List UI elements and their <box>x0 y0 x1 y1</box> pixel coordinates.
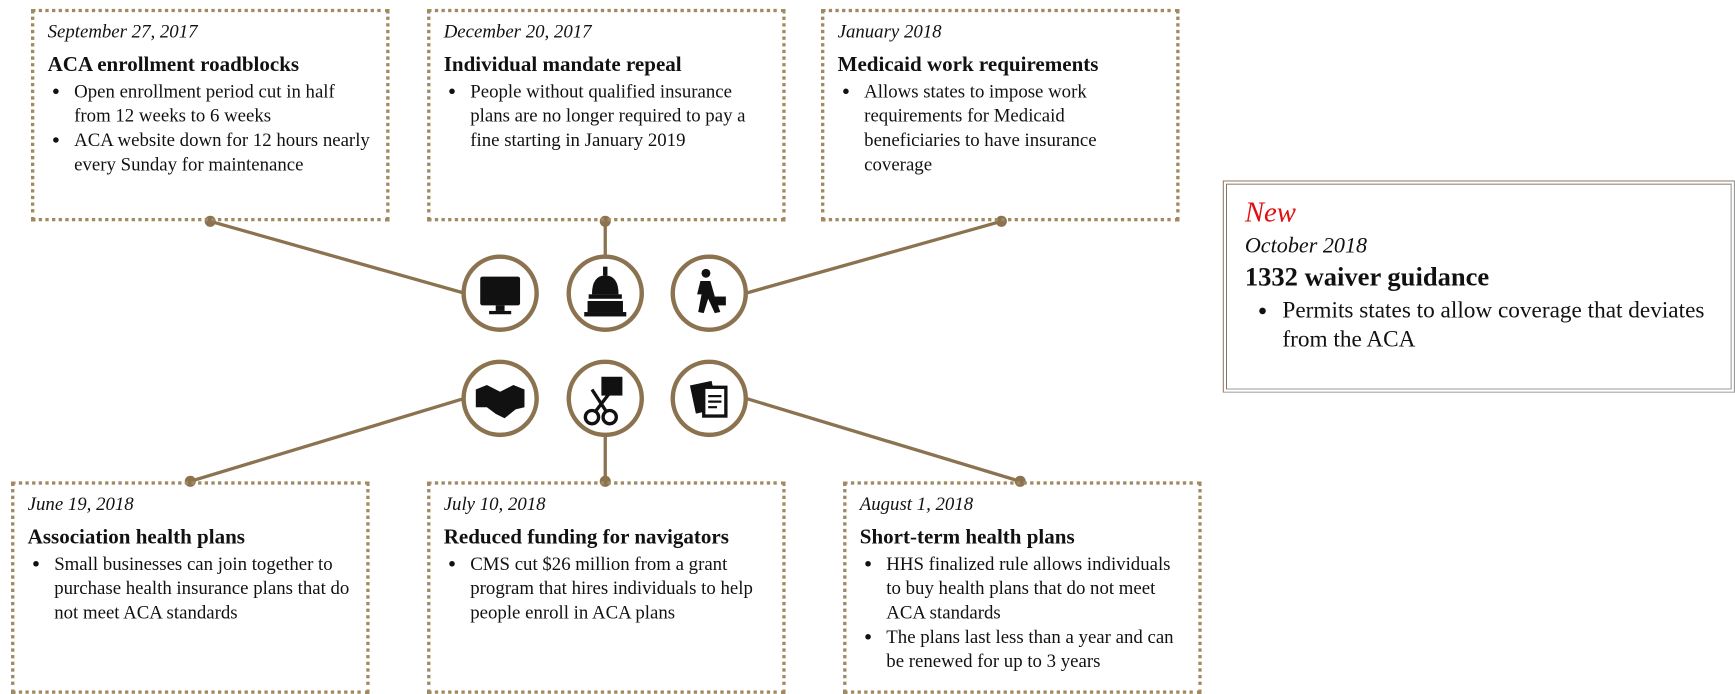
bullet: The plans last less than a year and can … <box>884 625 1185 674</box>
bullet: People without qualified insurance plans… <box>468 80 769 153</box>
handshake-icon <box>475 385 525 419</box>
event-box: August 1, 2018 Short-term health plans HHS… <box>843 481 1202 694</box>
bullet: ACA website down for 12 hours nearly eve… <box>72 128 373 177</box>
event-date: June 19, 2018 <box>27 493 134 515</box>
event-date: December 20, 2017 <box>443 21 592 43</box>
monitor-icon <box>480 276 521 315</box>
new-tag: New <box>1244 195 1296 228</box>
connector <box>189 396 466 483</box>
event-date: July 10, 2018 <box>443 493 546 515</box>
event-date: September 27, 2017 <box>47 21 198 43</box>
bullet-list: HHS finalized rule allows individuals to… <box>860 552 1185 674</box>
bullet-list: Open enrollment period cut in half from … <box>48 80 373 177</box>
scissors-icon <box>583 376 623 426</box>
bullet-list: People without qualified insurance plans… <box>444 80 769 153</box>
event-title: Association health plans <box>27 525 245 549</box>
bullet: Permits states to allow coverage that de… <box>1280 295 1713 353</box>
connector <box>745 396 1021 483</box>
event-box: July 10, 2018 Reduced funding for navigat… <box>427 481 786 694</box>
bullet-list: Permits states to allow coverage that de… <box>1245 295 1713 353</box>
bullet: Small businesses can join together to pu… <box>52 552 353 625</box>
new-box: New October 2018 1332 waiver guidancePermi… <box>1222 180 1735 393</box>
event-title: Reduced funding for navigators <box>443 525 729 549</box>
bullet: Allows states to impose work requirement… <box>862 80 1163 177</box>
new-title: 1332 waiver guidance <box>1244 263 1490 293</box>
bullet: HHS finalized rule allows individuals to… <box>884 552 1185 625</box>
new-date: October 2018 <box>1244 233 1368 258</box>
event-box: September 27, 2017 ACA enrollment roadblo… <box>30 8 390 222</box>
bullet-list: CMS cut $26 million from a grant program… <box>444 552 769 625</box>
event-date: August 1, 2018 <box>859 493 974 515</box>
icons <box>475 266 728 426</box>
event-title: Medicaid work requirements <box>837 53 1099 77</box>
bullet: Open enrollment period cut in half from … <box>72 80 373 129</box>
documents-icon <box>689 380 728 418</box>
bullet-list: Small businesses can join together to pu… <box>28 552 353 625</box>
event-title: Individual mandate repeal <box>443 53 682 77</box>
connector <box>745 219 1002 295</box>
bullet: CMS cut $26 million from a grant program… <box>468 552 769 625</box>
event-box: June 19, 2018 Association health plans Sma… <box>11 481 370 694</box>
event-box: December 20, 2017 Individual mandate repe… <box>427 8 786 222</box>
event-title: Short-term health plans <box>859 525 1075 549</box>
capitol-icon <box>584 266 627 317</box>
event-title: ACA enrollment roadblocks <box>47 53 300 77</box>
connector <box>209 219 466 295</box>
event-box: January 2018 Medicaid work requirements Al… <box>821 8 1180 222</box>
event-date: January 2018 <box>837 21 942 43</box>
bullet-list: Allows states to impose work requirement… <box>838 80 1163 177</box>
walker-icon <box>697 268 726 314</box>
